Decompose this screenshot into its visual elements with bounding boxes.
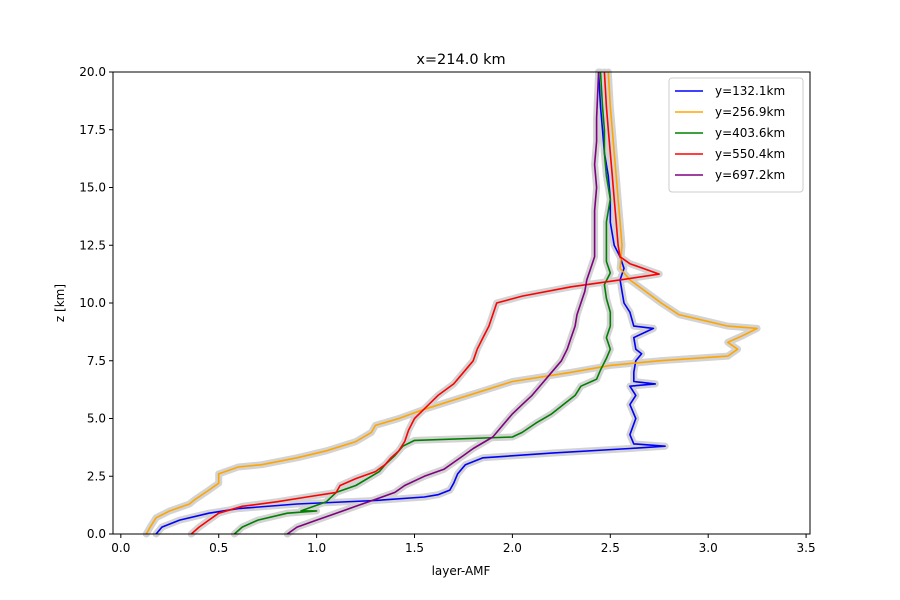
y-tick-label: 20.0 [79, 65, 106, 79]
series-lines [145, 71, 758, 535]
y-axis-label: z [km] [53, 284, 67, 322]
legend-label-1: y=132.1km [715, 84, 785, 98]
legend-label-3: y=403.6km [715, 126, 785, 140]
y-tick-label: 10.0 [79, 296, 106, 310]
y-tick-label: 0.0 [87, 527, 106, 541]
chart-title: x=214.0 km [416, 52, 505, 68]
x-tick-label: 1.5 [405, 541, 424, 555]
legend-label-4: y=550.4km [715, 147, 785, 161]
x-axis-label: layer-AMF [432, 564, 491, 578]
y-tick-label: 17.5 [79, 123, 106, 137]
series-line-1 [155, 71, 666, 535]
x-tick-label: 3.0 [699, 541, 718, 555]
y-tick-label: 7.5 [87, 354, 106, 368]
y-tick-label: 2.5 [87, 469, 106, 483]
x-tick-label: 1.0 [307, 541, 326, 555]
legend-label-2: y=256.9km [715, 105, 785, 119]
legend-label-5: y=697.2km [715, 168, 785, 182]
x-axis-ticks: 0.0 0.5 1.0 1.5 2.0 2.5 3.0 3.5 [111, 534, 816, 555]
x-tick-label: 3.5 [797, 541, 816, 555]
y-tick-label: 12.5 [79, 238, 106, 252]
x-tick-label: 2.5 [601, 541, 620, 555]
legend-box [668, 77, 804, 193]
y-tick-label: 15.0 [79, 181, 106, 195]
legend: y=132.1km y=256.9km y=403.6km y=550.4km y=69… [668, 77, 804, 193]
y-axis-ticks: 0.0 2.5 5.0 7.5 10.0 12.5 15.0 17.5 20.0 [79, 65, 113, 541]
series-line-5 [286, 71, 600, 535]
x-tick-label: 2.0 [503, 541, 522, 555]
x-tick-label: 0.0 [111, 541, 130, 555]
y-tick-label: 5.0 [87, 412, 106, 426]
x-tick-label: 0.5 [209, 541, 228, 555]
series-line-4 [190, 71, 661, 535]
series-line-3 [233, 71, 612, 535]
series-line-2 [145, 71, 758, 535]
